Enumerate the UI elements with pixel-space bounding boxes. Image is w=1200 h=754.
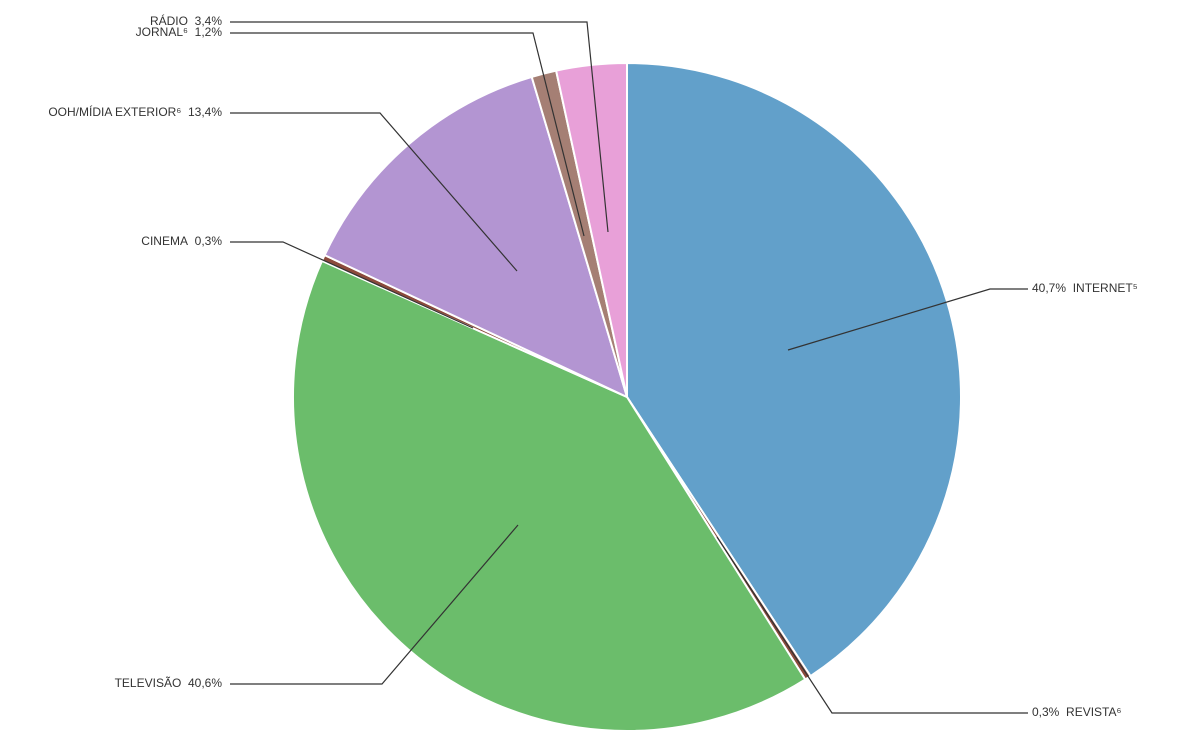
leader-line	[716, 536, 1028, 714]
value-label: 1,2%	[195, 25, 223, 39]
slice-label: RÁDIO 3,4%	[150, 13, 222, 28]
slice-label: 40,7% INTERNET⁵	[1032, 281, 1138, 295]
leader-line	[230, 241, 474, 329]
value-label: 13,4%	[188, 105, 222, 119]
value-label: 0,3%	[195, 234, 223, 248]
leader-line	[230, 112, 518, 272]
slice-label: OOH/MÍDIA EXTERIOR⁶ 13,4%	[48, 104, 222, 119]
pie-slice	[292, 259, 807, 732]
category-label: INTERNET⁵	[1073, 281, 1138, 295]
category-label: REVISTA⁶	[1066, 705, 1121, 719]
category-label: CINEMA	[141, 234, 188, 248]
category-label: RÁDIO	[150, 13, 188, 28]
leader-line	[787, 288, 1028, 351]
slice-label: TELEVISÃO 40,6%	[115, 676, 223, 690]
value-label: 40,7%	[1032, 281, 1066, 295]
category-label: TELEVISÃO	[115, 676, 182, 690]
value-label: 3,4%	[195, 14, 223, 28]
slice-label: CINEMA 0,3%	[141, 234, 222, 248]
pie-slice	[323, 75, 629, 399]
leader-line	[230, 21, 609, 233]
leader-line	[230, 524, 519, 685]
slice-label: 0,3% REVISTA⁶	[1032, 705, 1121, 719]
leader-line	[230, 32, 585, 237]
value-label: 0,3%	[1032, 705, 1060, 719]
slice-label: JORNAL⁶ 1,2%	[136, 25, 223, 39]
category-label: JORNAL⁶	[136, 25, 188, 39]
value-label: 40,6%	[188, 676, 222, 690]
category-label: OOH/MÍDIA EXTERIOR⁶	[48, 104, 181, 119]
